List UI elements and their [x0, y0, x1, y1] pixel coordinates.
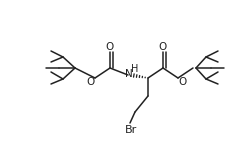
Text: O: O — [106, 42, 114, 52]
Text: O: O — [159, 42, 167, 52]
Text: H: H — [131, 64, 139, 74]
Text: O: O — [86, 77, 94, 87]
Text: Br: Br — [125, 125, 137, 135]
Text: O: O — [179, 77, 187, 87]
Text: N: N — [125, 69, 133, 79]
